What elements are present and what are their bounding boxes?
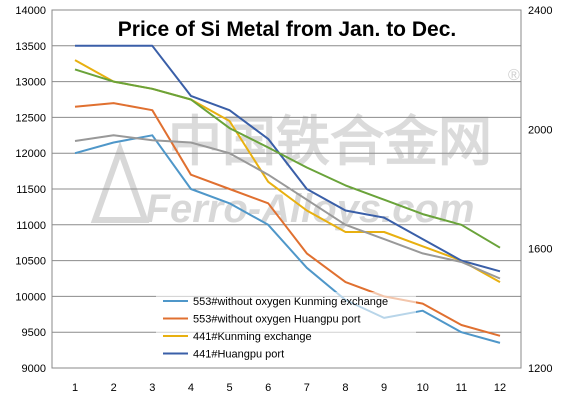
- legend-entry: 441#Huangpu port: [193, 349, 284, 361]
- watermark: 中国铁合金网 Ferro-Alloys.com ®: [90, 67, 520, 231]
- legend: 553#without oxygen Kunming exchange 553#w…: [156, 292, 416, 364]
- series-line-2: [74, 102, 501, 337]
- x-axis: 1 2 3 4 5 6 7 8 9 10 11 12: [72, 382, 506, 394]
- x-tick-label: 3: [149, 382, 155, 394]
- x-tick-label: 6: [265, 382, 271, 394]
- y-left-tick-label: 13000: [15, 77, 46, 89]
- x-tick-label: 11: [456, 382, 467, 394]
- chart-title: Price of Si Metal from Jan. to Dec.: [118, 18, 456, 41]
- series-line-1: [74, 134, 501, 344]
- y-left-tick-label: 11500: [16, 184, 46, 196]
- series-line-4: [75, 44, 501, 273]
- y-right-tick-label: 1200: [528, 363, 552, 375]
- legend-entry: 553#without oxygen Huangpu port: [193, 314, 361, 326]
- watermark-english: Ferro-Alloys.com: [146, 187, 475, 231]
- y-right-tick-label: 2400: [528, 5, 552, 17]
- y-left-tick-label: 12000: [15, 148, 46, 160]
- series-lines: [74, 44, 501, 344]
- series-line-5: [74, 134, 501, 280]
- x-tick-label: 10: [417, 382, 429, 394]
- y-left-tick-label: 12500: [15, 112, 46, 124]
- y-left-tick-label: 13500: [15, 41, 46, 53]
- y-left-tick-label: 10500: [15, 256, 46, 268]
- y-left-tick-label: 11000: [16, 220, 46, 232]
- legend-entry: 553#without oxygen Kunming exchange: [193, 296, 388, 308]
- y-axis-right: 1200 1600 2000 2400: [528, 5, 552, 375]
- plot-frame: [51, 9, 522, 369]
- y-left-tick-label: 9500: [22, 327, 46, 339]
- x-tick-label: 2: [111, 382, 117, 394]
- series-line-6: [74, 68, 501, 249]
- watermark-chinese: 中国铁合金网: [168, 112, 492, 172]
- y-right-tick-label: 2000: [528, 124, 552, 136]
- legend-entry: 441#Kunming exchange: [193, 331, 312, 343]
- x-tick-label: 7: [304, 382, 310, 394]
- x-tick-label: 5: [226, 382, 232, 394]
- watermark-registered-mark: ®: [508, 67, 520, 84]
- x-tick-label: 12: [494, 382, 506, 394]
- y-left-tick-label: 14000: [15, 5, 46, 17]
- y-left-tick-label: 10000: [15, 291, 46, 303]
- watermark-logo-icon: [90, 141, 150, 223]
- x-tick-label: 1: [72, 382, 78, 394]
- y-left-tick-label: 9000: [22, 363, 46, 375]
- x-tick-label: 9: [381, 382, 387, 394]
- y-axis-left: 9000 9500 10000 10500 11000 11500 12000 12500 13…: [15, 5, 46, 375]
- x-tick-label: 4: [188, 382, 194, 394]
- y-right-tick-label: 1600: [528, 244, 552, 256]
- legend-box: [156, 292, 416, 364]
- x-tick-label: 8: [342, 382, 348, 394]
